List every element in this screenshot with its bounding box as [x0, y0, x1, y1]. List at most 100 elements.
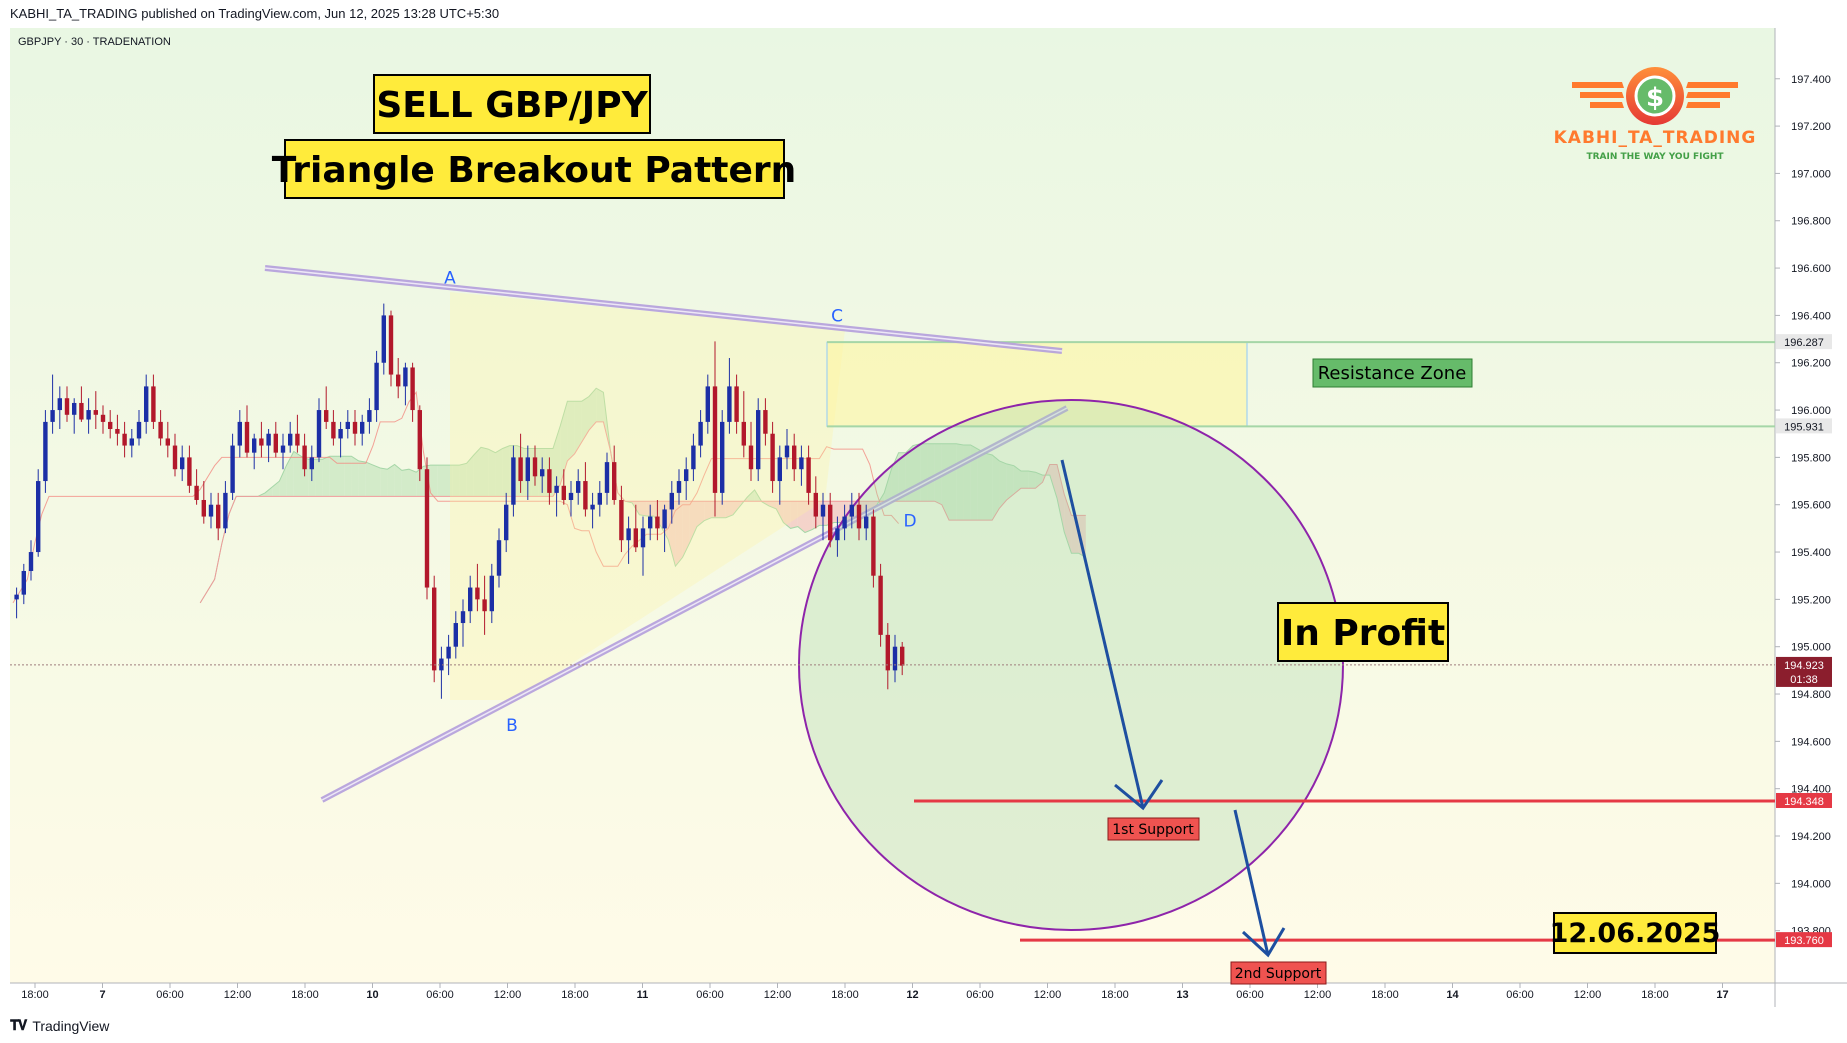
candle-body	[72, 402, 77, 415]
axis-labels: 197.400 197.200 197.000 196.800 196.600 196.4…	[21, 74, 1832, 1001]
price-tick-label: 195.600	[1791, 500, 1831, 512]
price-tick-label: 196.400	[1791, 310, 1831, 322]
time-tick-label: 06:00	[966, 989, 994, 1001]
candle	[180, 445, 185, 482]
candle-body	[367, 410, 372, 422]
time-tick-label: 12:00	[494, 989, 522, 1001]
candle-body	[136, 421, 142, 439]
candle	[705, 374, 710, 434]
candle-body	[475, 587, 480, 600]
candle	[331, 410, 336, 446]
candle	[360, 414, 365, 446]
price-tick-label: 195.400	[1791, 547, 1831, 559]
cloud-segment	[329, 456, 337, 497]
candle-body	[201, 499, 206, 517]
cloud-segment	[365, 462, 373, 497]
candle	[158, 410, 163, 446]
candle	[756, 398, 761, 482]
cloud-segment	[560, 401, 568, 485]
cloud-segment	[409, 469, 417, 497]
candle	[460, 599, 466, 647]
price-tick-label: 196.000	[1791, 405, 1831, 417]
time-tick-label: 11	[637, 989, 649, 1001]
candle	[734, 374, 739, 434]
candle	[720, 410, 725, 505]
cloud-segment	[668, 501, 676, 567]
cloud-segment	[884, 469, 892, 502]
cloud-segment	[1049, 464, 1057, 499]
candle	[849, 492, 854, 529]
time-tick-label: 06:00	[156, 989, 184, 1001]
cloud-segment	[682, 501, 690, 558]
candle-body	[813, 492, 818, 517]
candle	[619, 485, 624, 553]
candle-body	[518, 457, 523, 482]
candle-body	[43, 421, 48, 482]
candle	[691, 433, 696, 482]
candle	[352, 410, 358, 446]
candle-body	[28, 552, 34, 571]
cloud-segment	[437, 465, 445, 497]
candle-body	[568, 492, 574, 500]
candle	[532, 445, 538, 486]
cloud-segment	[589, 388, 597, 431]
candle-body	[727, 386, 732, 422]
candle	[806, 445, 811, 505]
candle	[547, 457, 552, 505]
cloud-segment	[351, 456, 359, 497]
candle-body	[684, 469, 689, 482]
candle	[338, 421, 343, 458]
candle-body	[532, 457, 538, 477]
pattern-callout: Triangle Breakout Pattern	[272, 139, 796, 199]
candle	[669, 481, 674, 524]
dollar-coin-wings-icon: $	[1572, 67, 1738, 125]
candle	[842, 504, 847, 541]
cloud-segment	[337, 456, 345, 497]
candle	[835, 516, 840, 557]
candle	[712, 341, 718, 517]
cloud-segment	[1035, 472, 1043, 489]
candle	[28, 540, 34, 581]
cloud-segment	[430, 465, 438, 497]
candle	[799, 445, 804, 486]
cloud-segment	[776, 501, 784, 523]
time-tick-label: 14	[1446, 989, 1459, 1001]
candle-body	[504, 504, 509, 541]
time-tick-label: 10	[366, 989, 378, 1001]
cloud-segment	[704, 501, 712, 521]
footer-brand[interactable]: TradingView	[32, 1017, 110, 1034]
candle-body	[849, 504, 854, 517]
candle-body	[21, 570, 26, 595]
candle	[324, 386, 329, 429]
cloud-segment	[387, 464, 395, 497]
candle	[496, 528, 502, 588]
target-arrow-2	[1233, 809, 1286, 958]
cloud-segment	[1064, 494, 1072, 554]
candle-body	[741, 421, 746, 446]
pattern-point-b: B	[506, 716, 518, 736]
footer: 𝐓𝐕 TradingView	[10, 1017, 109, 1034]
support-price-badge	[1776, 792, 1832, 808]
candle	[511, 445, 516, 517]
candle	[86, 398, 91, 434]
first-support-text: 1st Support	[1112, 822, 1194, 838]
candle	[576, 469, 581, 505]
candle	[662, 504, 667, 553]
target-arrow-1	[1060, 459, 1164, 811]
cloud-segment	[891, 452, 899, 502]
candle	[432, 575, 437, 683]
candle	[604, 452, 610, 505]
candle-body	[374, 362, 379, 411]
candle-body	[259, 438, 264, 446]
cloud-segment	[769, 501, 777, 509]
candle	[885, 623, 890, 690]
candle-body	[446, 646, 451, 659]
tradingview-logo-icon[interactable]: 𝐓𝐕	[10, 1017, 27, 1033]
candle	[871, 509, 876, 588]
zones-layer	[826, 341, 1775, 428]
candle	[108, 410, 113, 439]
resistance-zone-box[interactable]	[826, 341, 1248, 427]
candle	[698, 410, 703, 458]
bar-countdown: 01:38	[1790, 674, 1818, 686]
